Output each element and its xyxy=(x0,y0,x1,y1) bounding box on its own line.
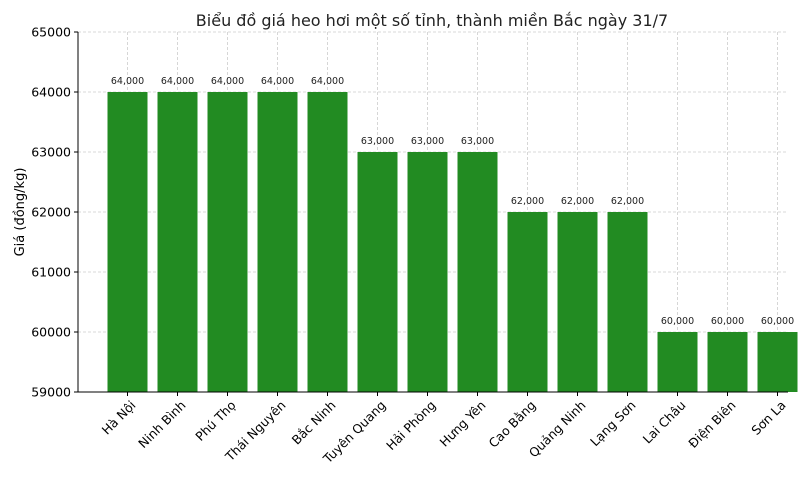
x-tick-label: Lai Châu xyxy=(640,398,689,447)
x-tick-label: Cao Bằng xyxy=(486,398,539,451)
data-label: 62,000 xyxy=(511,196,544,207)
bar xyxy=(507,212,548,392)
data-label: 63,000 xyxy=(411,136,444,147)
data-labels: 64,000 64,000 64,000 64,000 64,000 63,000 63,0… xyxy=(111,76,794,327)
bar xyxy=(657,332,698,392)
data-label: 63,000 xyxy=(461,136,494,147)
bar xyxy=(557,212,598,392)
y-tick-label: 60000 xyxy=(31,325,71,340)
bar xyxy=(707,332,748,392)
data-label: 60,000 xyxy=(761,316,794,327)
y-tick-label: 59000 xyxy=(31,385,71,400)
x-tick-label: Phú Thọ xyxy=(192,398,238,444)
data-label: 64,000 xyxy=(261,76,294,87)
y-tick-label: 62000 xyxy=(31,205,71,220)
y-axis-label: Giá (đồng/kg) xyxy=(13,168,28,257)
x-tick-label: Lạng Sơn xyxy=(587,398,639,450)
x-tick-label: Bắc Ninh xyxy=(289,398,339,448)
bar xyxy=(157,92,198,392)
x-tick-label: Hải Phòng xyxy=(383,398,438,453)
y-tick-label: 63000 xyxy=(31,145,71,160)
data-label: 64,000 xyxy=(211,76,244,87)
bar xyxy=(307,92,348,392)
bar xyxy=(407,152,448,392)
x-tick-label: Hà Nội xyxy=(99,398,139,438)
bar xyxy=(607,212,648,392)
chart-title: Biểu đồ giá heo hơi một số tỉnh, thành m… xyxy=(196,11,668,30)
x-tick-label: Sơn La xyxy=(748,398,788,438)
bar xyxy=(257,92,298,392)
y-tick-label: 61000 xyxy=(31,265,71,280)
bar xyxy=(357,152,398,392)
data-label: 60,000 xyxy=(711,316,744,327)
data-label: 64,000 xyxy=(111,76,144,87)
x-tick-label: Hưng Yên xyxy=(436,398,488,450)
bars xyxy=(107,92,798,392)
bar xyxy=(757,332,798,392)
x-tick-label: Ninh Bình xyxy=(135,398,188,451)
y-tick-label: 65000 xyxy=(31,25,71,40)
data-label: 64,000 xyxy=(311,76,344,87)
y-tick-label: 64000 xyxy=(31,85,71,100)
data-label: 62,000 xyxy=(561,196,594,207)
data-label: 64,000 xyxy=(161,76,194,87)
bar xyxy=(107,92,148,392)
data-label: 63,000 xyxy=(361,136,394,147)
x-tick-label: Điện Biên xyxy=(685,398,738,451)
data-label: 60,000 xyxy=(661,316,694,327)
data-label: 62,000 xyxy=(611,196,644,207)
bar xyxy=(207,92,248,392)
y-axis-ticks: 59000 60000 61000 62000 63000 64000 65000 xyxy=(31,25,78,400)
bar xyxy=(457,152,498,392)
